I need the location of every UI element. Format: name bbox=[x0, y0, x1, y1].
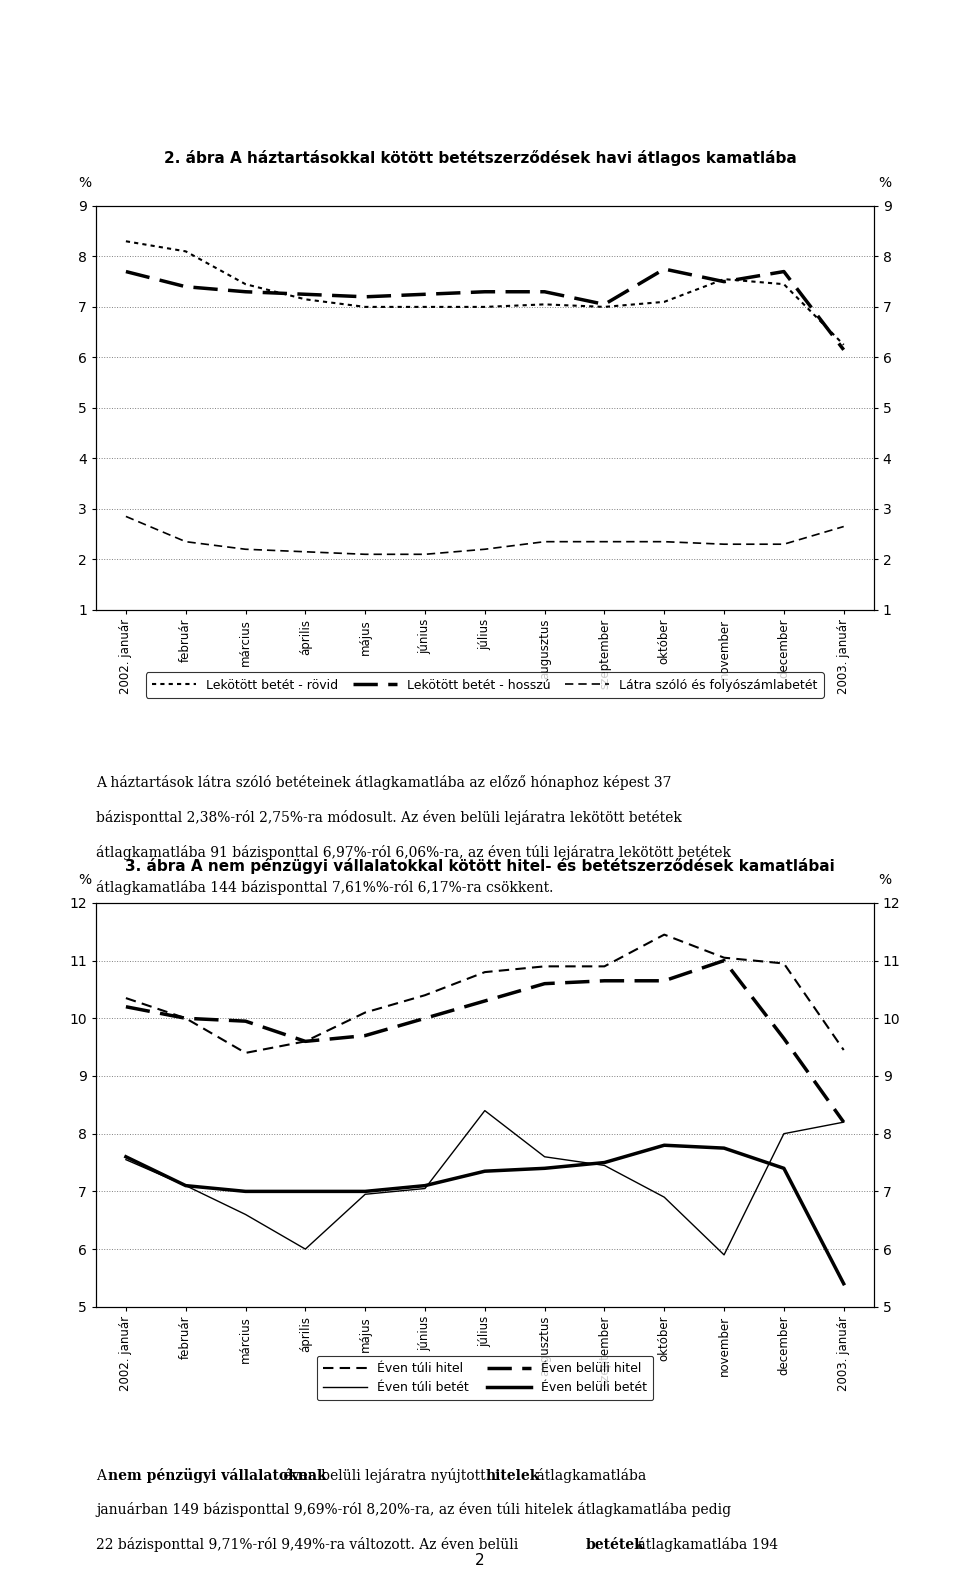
Text: hitelek: hitelek bbox=[486, 1468, 540, 1483]
Text: A: A bbox=[96, 1468, 110, 1483]
Text: átlagkamatlába: átlagkamatlába bbox=[532, 1468, 646, 1483]
Text: éven belüli lejáratra nyújtott: éven belüli lejáratra nyújtott bbox=[279, 1468, 491, 1483]
Text: %: % bbox=[878, 873, 892, 887]
Text: 2: 2 bbox=[475, 1554, 485, 1568]
Text: 2. ábra A háztartásokkal kötött betétszerződések havi átlagos kamatlába: 2. ábra A háztartásokkal kötött betétsze… bbox=[163, 150, 797, 166]
Text: átlagkamatlába 194: átlagkamatlába 194 bbox=[633, 1538, 778, 1552]
Legend: Lekötött betét - rövid, Lekötött betét - hosszú, Látra szóló és folyószámlabetét: Lekötött betét - rövid, Lekötött betét -… bbox=[146, 672, 824, 699]
Text: 3. ábra A nem pénzügyi vállalatokkal kötött hitel- és betétszerződések kamatlába: 3. ábra A nem pénzügyi vállalatokkal köt… bbox=[125, 859, 835, 874]
Text: bázisponttal 2,38%-ról 2,75%-ra módosult. Az éven belüli lejáratra lekötött beté: bázisponttal 2,38%-ról 2,75%-ra módosult… bbox=[96, 811, 682, 825]
Text: 22 bázisponttal 9,71%-ról 9,49%-ra változott. Az éven belüli: 22 bázisponttal 9,71%-ról 9,49%-ra válto… bbox=[96, 1538, 522, 1552]
Text: nem pénzügyi vállalatoknak: nem pénzügyi vállalatoknak bbox=[108, 1468, 327, 1483]
Text: A háztartások látra szóló betéteinek átlagkamatlába az előző hónaphoz képest 37: A háztartások látra szóló betéteinek átl… bbox=[96, 776, 671, 790]
Text: %: % bbox=[78, 176, 91, 190]
Text: %: % bbox=[878, 176, 892, 190]
Text: januárban 149 bázisponttal 9,69%-ról 8,20%-ra, az éven túli hitelek átlagkamatlá: januárban 149 bázisponttal 9,69%-ról 8,2… bbox=[96, 1503, 732, 1517]
Text: %: % bbox=[78, 873, 91, 887]
Legend: Éven túli hitel, Éven túli betét, Éven belüli hitel, Éven belüli betét: Éven túli hitel, Éven túli betét, Éven b… bbox=[317, 1356, 653, 1400]
Text: betétek: betétek bbox=[586, 1538, 644, 1552]
Text: átlagkamatlába 91 bázisponttal 6,97%-ról 6,06%-ra, az éven túli lejáratra lekötö: átlagkamatlába 91 bázisponttal 6,97%-ról… bbox=[96, 846, 731, 860]
Text: átlagkamatlába 144 bázisponttal 7,61%%-ról 6,17%-ra csökkent.: átlagkamatlába 144 bázisponttal 7,61%%-r… bbox=[96, 881, 553, 895]
